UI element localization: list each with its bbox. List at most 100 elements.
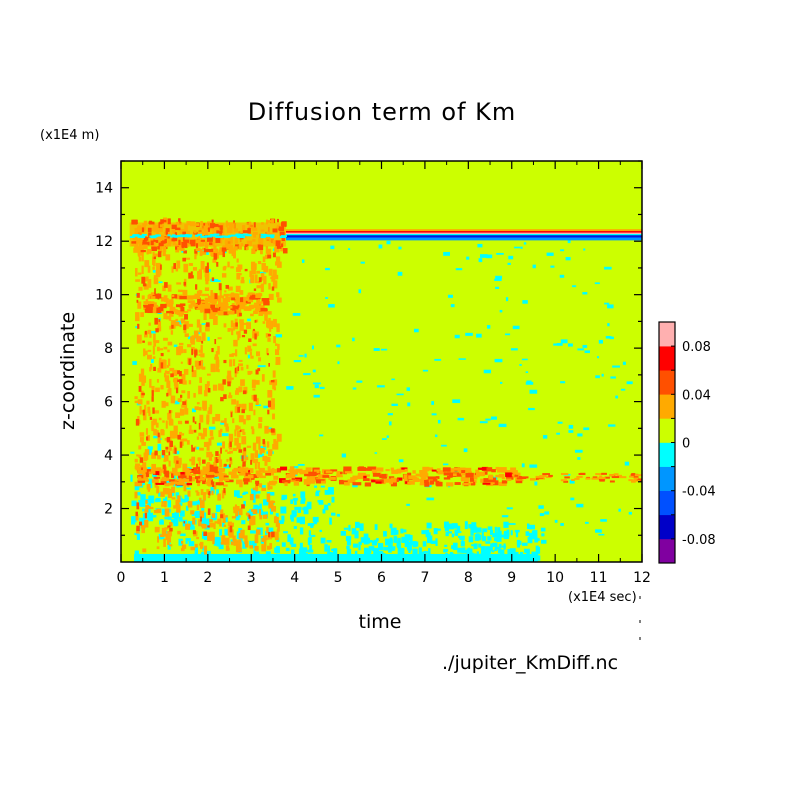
- field-cell: [239, 319, 244, 324]
- field-cell: [261, 311, 270, 315]
- field-cell: [331, 496, 335, 503]
- field-cell: [160, 478, 170, 481]
- field-cell: [191, 365, 194, 372]
- field-cell: [138, 385, 142, 392]
- field-cell: [252, 388, 256, 391]
- field-cell: [436, 468, 441, 471]
- field-cell: [292, 469, 301, 473]
- field-cell: [246, 240, 253, 246]
- field-cell: [170, 481, 179, 485]
- field-cell: [264, 425, 269, 434]
- field-cell: [294, 499, 297, 505]
- field-cell: [510, 530, 513, 536]
- field-cell: [180, 361, 183, 364]
- field-cell: [252, 330, 256, 339]
- field-cell: [385, 538, 391, 546]
- field-cell: [174, 459, 180, 469]
- field-cell: [206, 518, 211, 524]
- field-cell: [273, 336, 276, 344]
- field-cell: [136, 502, 140, 510]
- field-cell: [275, 349, 280, 356]
- field-cell: [534, 481, 538, 486]
- field-cell: [220, 478, 226, 481]
- field-cell: [141, 265, 144, 275]
- field-cell: [155, 240, 159, 243]
- field-cell: [622, 361, 626, 365]
- field-cell: [153, 341, 157, 347]
- field-cell: [280, 466, 288, 471]
- field-cell: [145, 428, 148, 435]
- field-cell: [498, 481, 507, 487]
- field-cell: [218, 541, 224, 550]
- field-cell: [303, 479, 311, 483]
- colorbar-swatch: [659, 442, 675, 467]
- field-cell: [178, 342, 184, 346]
- field-cell: [560, 249, 565, 252]
- field-cell: [190, 243, 196, 247]
- field-cell: [216, 489, 219, 496]
- field-cell: [373, 348, 380, 351]
- field-cell: [163, 500, 167, 508]
- field-cell: [188, 520, 194, 528]
- field-cell: [344, 471, 353, 474]
- field-cell: [163, 313, 168, 320]
- field-cell: [451, 524, 458, 528]
- field-cell: [636, 478, 642, 481]
- field-cell: [348, 248, 351, 251]
- field-cell: [198, 269, 202, 278]
- field-cell: [250, 355, 254, 359]
- field-cell: [142, 244, 148, 250]
- field-cell: [412, 470, 416, 474]
- field-cell: [155, 482, 165, 485]
- field-cell: [255, 398, 259, 406]
- field-cell: [255, 480, 260, 485]
- field-cell: [408, 475, 416, 480]
- field-cell: [237, 495, 243, 498]
- field-cell: [142, 409, 145, 416]
- field-cell: [258, 237, 264, 243]
- field-cell: [258, 483, 263, 488]
- field-cell: [179, 441, 183, 448]
- field-cell: [224, 303, 229, 306]
- field-cell: [173, 456, 179, 464]
- field-cell: [203, 533, 208, 541]
- field-cell: [216, 229, 223, 235]
- field-cell: [143, 350, 148, 356]
- field-cell: [310, 524, 314, 528]
- field-cell: [200, 220, 203, 226]
- field-cell: [513, 246, 521, 249]
- field-cell: [442, 463, 449, 466]
- field-cell: [131, 500, 137, 507]
- field-cell: [325, 297, 328, 299]
- field-cell: [137, 301, 142, 309]
- field-cell: [228, 464, 231, 468]
- field-cell: [135, 511, 138, 517]
- field-cell: [176, 481, 185, 485]
- field-cell: [607, 323, 610, 327]
- field-cell: [139, 437, 144, 443]
- field-cell: [626, 381, 633, 385]
- field-cell: [144, 512, 148, 519]
- field-cell: [157, 455, 161, 460]
- field-cell: [266, 545, 271, 550]
- field-cell: [206, 474, 215, 478]
- field-cell: [447, 531, 453, 534]
- field-cell: [389, 544, 393, 549]
- field-cell: [307, 523, 315, 527]
- field-cell: [151, 390, 154, 397]
- field-cell: [223, 359, 227, 364]
- field-cell: [252, 343, 257, 347]
- field-cell: [213, 475, 222, 479]
- field-cell: [144, 404, 147, 414]
- field-cell: [299, 542, 303, 551]
- field-cell: [210, 466, 219, 472]
- field-cell: [280, 235, 287, 238]
- field-cell: [198, 471, 204, 476]
- field-cell: [233, 507, 236, 514]
- field-cell: [320, 537, 326, 544]
- field-cell: [500, 549, 505, 558]
- field-cell: [221, 247, 227, 252]
- field-cell: [153, 237, 159, 240]
- field-cell: [191, 408, 197, 413]
- field-cell: [167, 389, 171, 394]
